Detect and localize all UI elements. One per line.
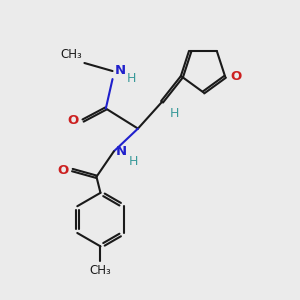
Text: O: O bbox=[68, 114, 79, 127]
Text: N: N bbox=[116, 145, 127, 158]
Text: H: H bbox=[127, 72, 136, 85]
Text: H: H bbox=[129, 155, 138, 168]
Text: O: O bbox=[57, 164, 68, 177]
Text: CH₃: CH₃ bbox=[90, 264, 111, 277]
Text: CH₃: CH₃ bbox=[60, 48, 82, 61]
Text: H: H bbox=[169, 106, 179, 120]
Text: N: N bbox=[115, 64, 126, 77]
Text: O: O bbox=[230, 70, 241, 83]
